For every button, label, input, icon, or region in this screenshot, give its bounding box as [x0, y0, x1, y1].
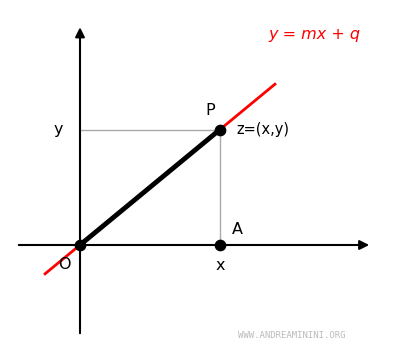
- Text: y: y: [53, 122, 63, 137]
- Point: [217, 127, 223, 132]
- Text: P: P: [205, 103, 215, 118]
- Text: z=(x,y): z=(x,y): [236, 122, 289, 137]
- Text: x: x: [215, 259, 225, 273]
- Point: [217, 242, 223, 248]
- Text: A: A: [232, 222, 243, 237]
- Text: O: O: [58, 257, 70, 272]
- Text: WWW.ANDREAMININI.ORG: WWW.ANDREAMININI.ORG: [238, 331, 346, 341]
- Point: [77, 242, 83, 248]
- Text: y = mx + q: y = mx + q: [268, 28, 360, 42]
